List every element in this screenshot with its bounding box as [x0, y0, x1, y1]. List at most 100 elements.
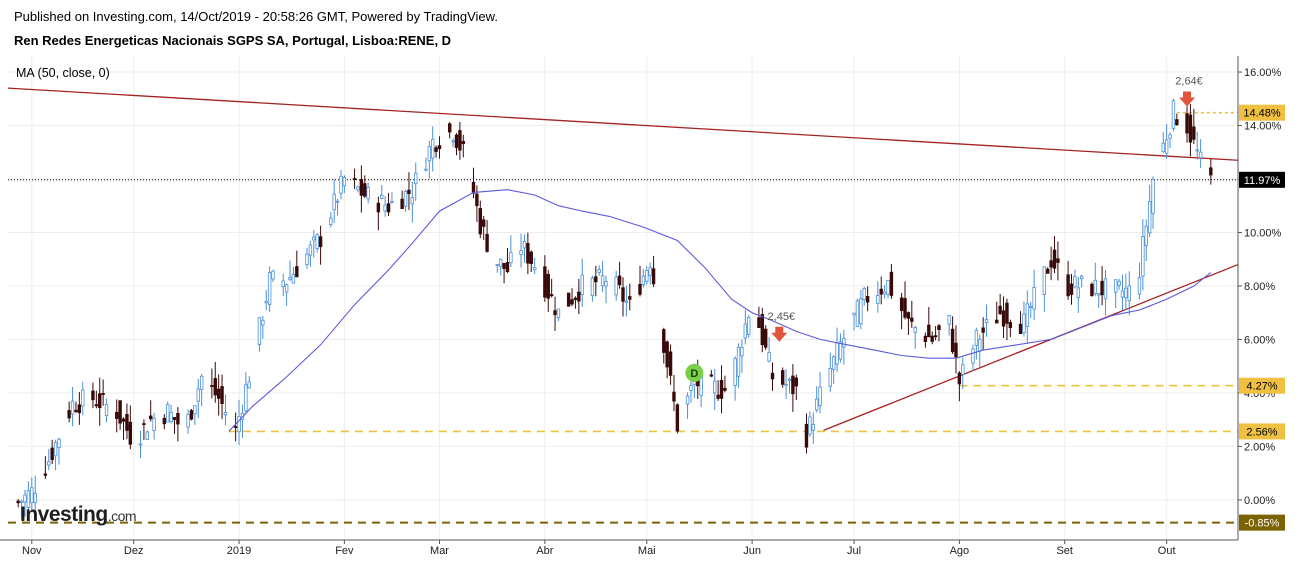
candle-body	[1018, 323, 1023, 335]
candle-body	[390, 200, 394, 203]
candle-body	[33, 492, 37, 504]
candle-body	[594, 276, 598, 283]
candle-body	[995, 319, 999, 324]
candle-body	[937, 325, 941, 330]
candle-body	[767, 352, 771, 362]
candle-body	[814, 398, 819, 411]
candle-body	[1005, 302, 1009, 324]
candle-body	[47, 461, 51, 466]
candle-body	[193, 405, 197, 415]
candle-body	[342, 177, 347, 187]
candle-body	[386, 203, 391, 213]
candle-body	[889, 271, 894, 296]
candle-body	[689, 385, 693, 391]
candle-body	[641, 275, 646, 286]
candle-body	[1137, 277, 1142, 295]
candle-body	[223, 412, 228, 416]
candle-body	[30, 487, 34, 504]
candle-body	[23, 494, 27, 503]
candle-body	[475, 193, 479, 207]
candle-body	[998, 305, 1002, 315]
candle-body	[865, 296, 870, 303]
candle-body	[733, 358, 737, 386]
indicator-legend: MA (50, close, 0)	[16, 66, 110, 80]
investing-logo: Investing.com	[20, 503, 137, 526]
candle-body	[1164, 139, 1169, 154]
candle-body	[19, 500, 24, 503]
candle-body	[621, 287, 625, 302]
candle-body	[672, 391, 676, 402]
candle-body	[1171, 100, 1176, 129]
candle-body	[26, 490, 31, 508]
candle-body	[1103, 278, 1108, 300]
candle-body	[838, 341, 843, 360]
candle-body	[437, 145, 442, 150]
candle-body	[67, 410, 71, 419]
candle-body	[1113, 279, 1118, 293]
candle-body	[128, 421, 133, 445]
y-tick-label: 14.00%	[1244, 121, 1282, 133]
candle-body	[216, 388, 221, 399]
candle-body	[288, 276, 292, 280]
candle-body	[1147, 201, 1152, 234]
candle-body	[152, 417, 156, 431]
candle-body	[478, 208, 482, 235]
candle-body	[930, 335, 934, 342]
candle-body	[913, 327, 917, 333]
candle-body	[414, 172, 418, 185]
annotations: 2,45€ 2,64€ D	[685, 75, 1203, 382]
x-tick-label: Jul	[847, 545, 861, 557]
candle-body	[332, 193, 336, 211]
candle-body	[1056, 258, 1060, 263]
level-tag	[1239, 514, 1285, 531]
candle-body	[454, 134, 459, 148]
candle-body	[852, 312, 856, 316]
candle-body	[210, 385, 214, 387]
grid-lines	[8, 56, 1238, 540]
candle-body	[780, 370, 785, 385]
candle-body	[1188, 114, 1193, 143]
candle-body	[835, 342, 839, 365]
dividend-badge-label: D	[690, 368, 698, 380]
candle-body	[1195, 149, 1199, 152]
candle-body	[713, 380, 717, 394]
candle-body	[577, 291, 581, 302]
candle-body	[1151, 179, 1155, 214]
candle-body	[98, 393, 102, 409]
overlay-lines	[7, 87, 1239, 524]
candle-body	[165, 404, 170, 423]
candle-body	[532, 267, 537, 271]
candle-body	[308, 244, 313, 256]
candle-body	[498, 258, 503, 267]
candle-body	[284, 284, 289, 293]
x-tick-label: Fev	[335, 545, 354, 557]
candle-body	[1066, 274, 1070, 297]
candle-body	[933, 335, 938, 338]
candle-body	[1046, 268, 1050, 274]
candle-body	[81, 389, 85, 407]
candle-body	[312, 236, 316, 241]
candle-body	[458, 130, 462, 151]
candle-body	[1096, 293, 1101, 296]
candle-body	[162, 417, 166, 425]
candle-body	[237, 416, 241, 433]
candle-body	[1052, 249, 1057, 269]
candle-body	[1209, 167, 1213, 176]
candle-body	[600, 275, 605, 287]
candle-body	[787, 378, 792, 381]
x-tick-label: Mai	[638, 545, 656, 557]
candle-body	[1127, 285, 1131, 302]
candle-body	[485, 233, 489, 252]
candle-body	[1073, 276, 1077, 288]
instrument-title: Ren Redes Energeticas Nacionais SGPS SA,…	[14, 33, 452, 48]
level-tag	[1239, 104, 1285, 121]
candle-body	[104, 404, 109, 416]
candle-body	[53, 442, 58, 457]
candle-body	[261, 319, 265, 326]
candle-body	[70, 400, 75, 415]
candle-body	[318, 236, 323, 248]
candle-body	[580, 274, 584, 295]
candle-body	[899, 297, 904, 312]
candle-body	[526, 243, 530, 264]
